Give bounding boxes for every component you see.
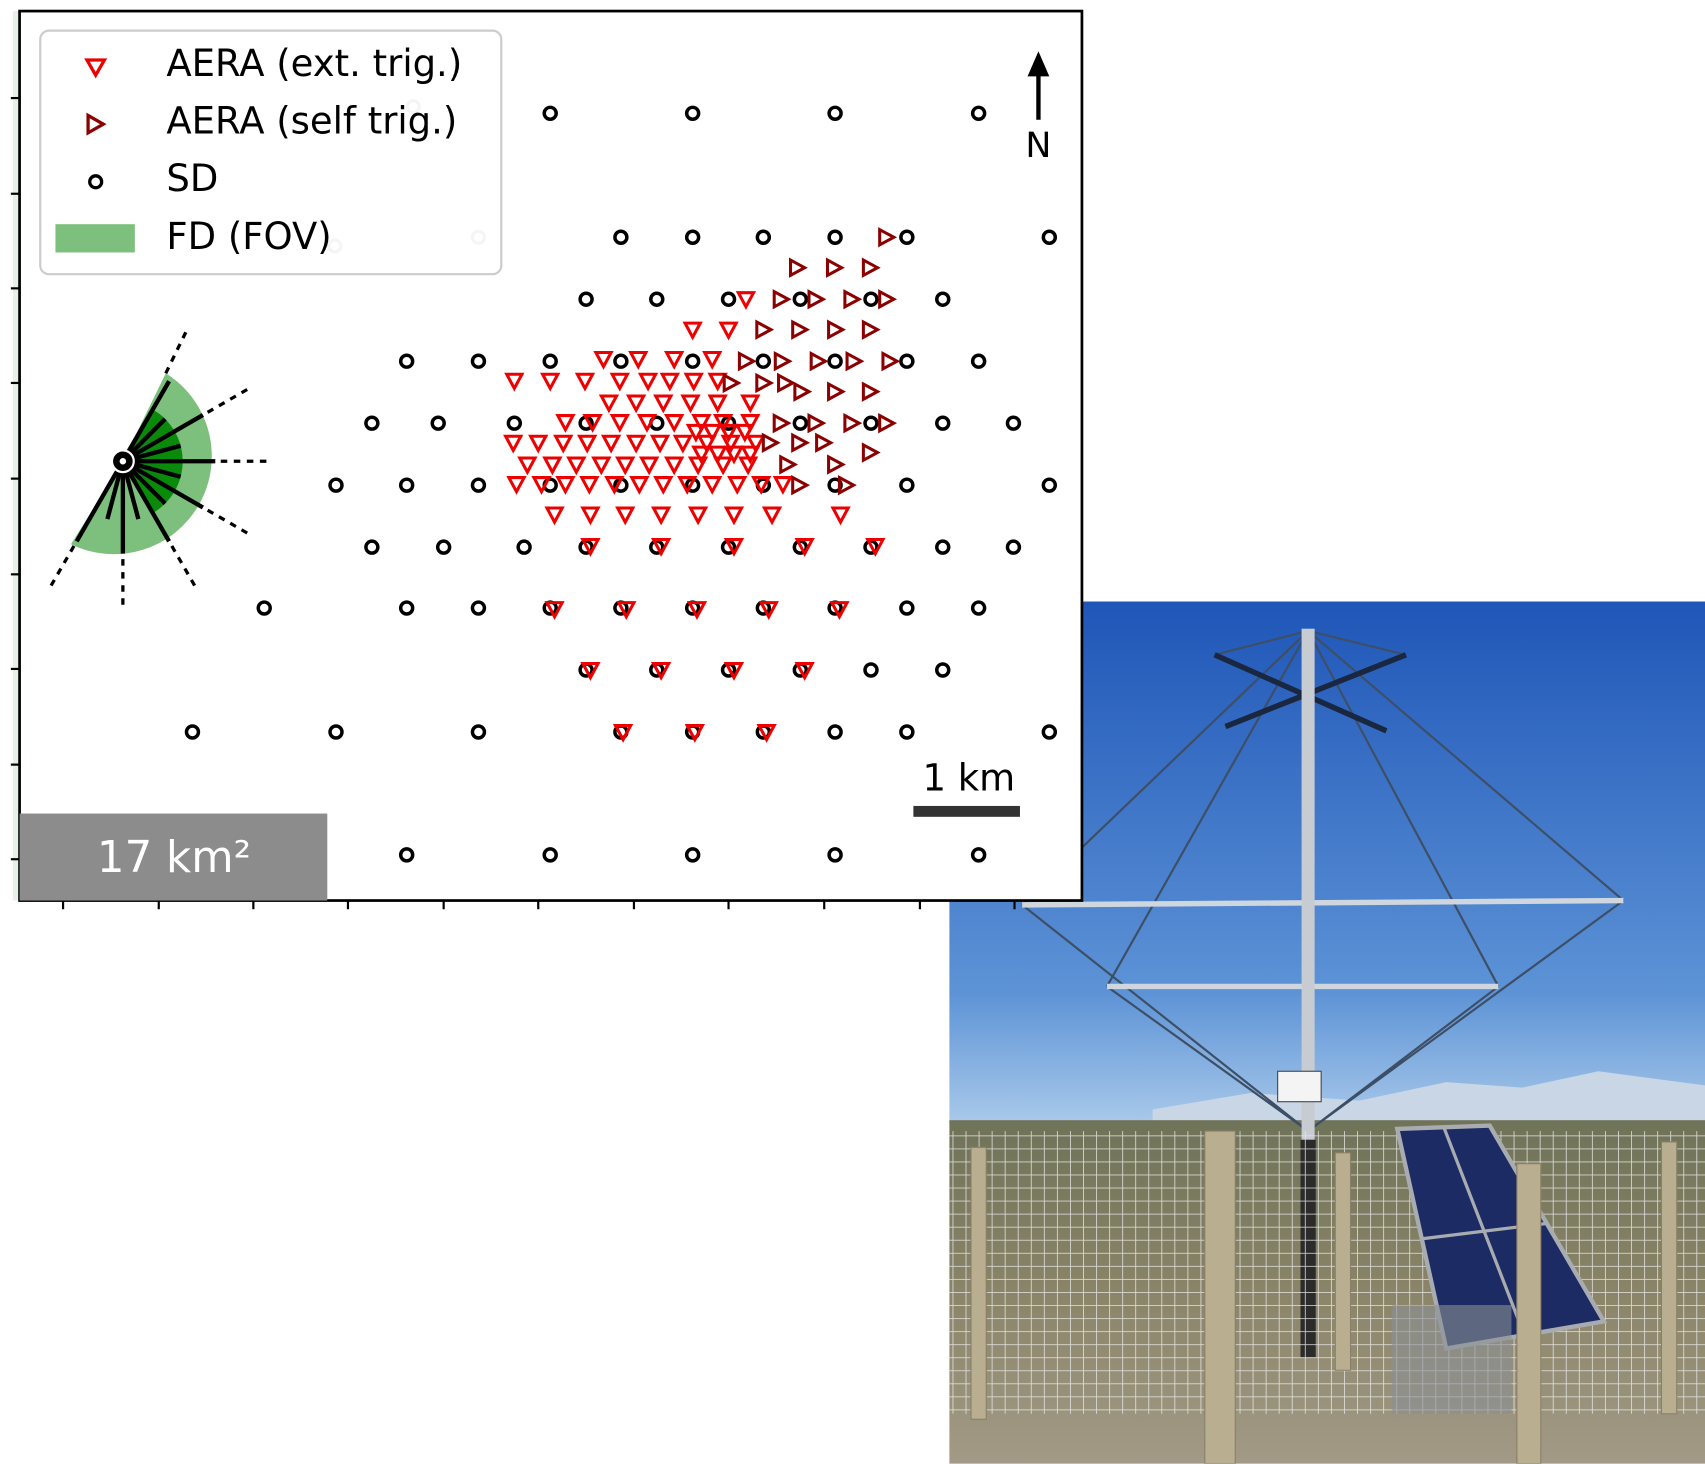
legend-marker	[55, 224, 134, 252]
page: {"legend": {"items": ["AERA (ext. trig.)…	[0, 0, 1705, 1464]
legend-label: FD (FOV)	[166, 215, 331, 258]
legend-label: SD	[166, 157, 218, 200]
area-label: 17 km²	[97, 833, 251, 883]
legend-label: AERA (ext. trig.)	[166, 42, 462, 85]
legend-label: AERA (self trig.)	[166, 100, 457, 143]
fd-site-dot	[120, 458, 127, 465]
scale-label: 1 km	[922, 756, 1015, 799]
figure: AERA (ext. trig.) AERA (self trig.) SD F…	[0, 0, 1705, 1464]
scale-bar	[913, 806, 1020, 817]
north-label: N	[1025, 126, 1051, 166]
